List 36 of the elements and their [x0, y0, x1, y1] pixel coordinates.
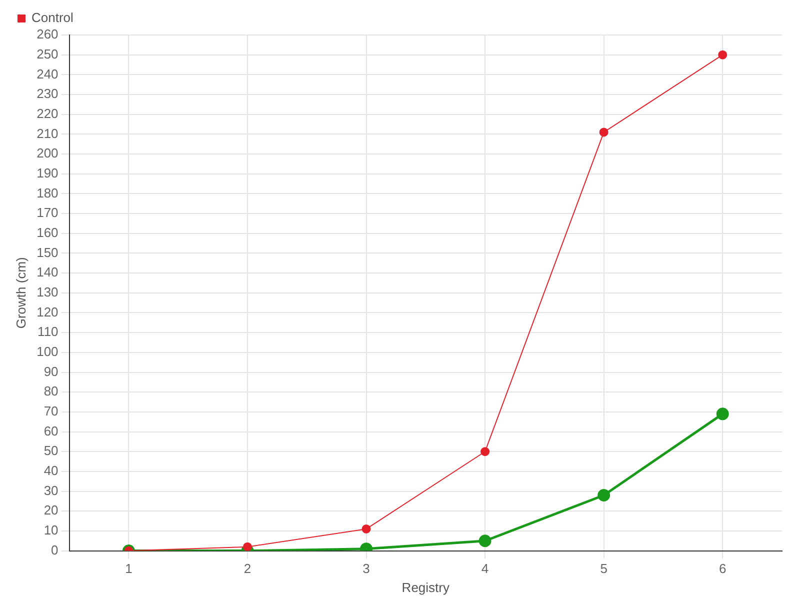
- y-tick-label: 220: [36, 106, 58, 121]
- y-tick-label: 160: [36, 224, 58, 240]
- y-tick-label: 60: [44, 423, 58, 438]
- y-tick-label: 10: [44, 522, 58, 538]
- y-tick-label: 130: [36, 284, 58, 300]
- y-tick-label: 20: [44, 502, 58, 518]
- y-tick-label: 240: [36, 66, 58, 82]
- y-tick-label: 200: [36, 146, 58, 161]
- y-tick-label: 260: [36, 26, 58, 42]
- y-tick-label: 120: [36, 304, 58, 320]
- y-tick-label: 40: [44, 463, 58, 478]
- y-tick-label: 150: [36, 244, 58, 260]
- y-tick-label: 210: [36, 126, 58, 141]
- x-tick-label: 6: [718, 561, 726, 576]
- y-tick-label: 110: [38, 324, 58, 340]
- x-axis-title: Registry: [402, 580, 450, 595]
- x-tick-label: 1: [125, 561, 132, 576]
- x-tick-label: 4: [481, 561, 489, 576]
- y-axis-title: Growth (cm): [13, 257, 28, 329]
- x-tick-label: 3: [362, 561, 370, 576]
- y-tick-label: 70: [44, 404, 58, 419]
- y-tick-label: 50: [44, 443, 58, 458]
- legend-label: Control: [32, 10, 74, 26]
- y-tick-label: 80: [44, 384, 58, 399]
- x-tick-label: 5: [600, 561, 608, 576]
- x-tick-label: 2: [244, 561, 252, 576]
- y-tick-label: 90: [44, 364, 58, 379]
- y-tick-label: 0: [51, 542, 58, 558]
- y-tick-label: 250: [36, 46, 58, 62]
- y-tick-label: 170: [36, 205, 58, 220]
- y-tick-label: 190: [36, 165, 58, 180]
- y-tick-label: 140: [36, 264, 58, 280]
- y-tick-label: 230: [36, 86, 58, 102]
- y-tick-label: 180: [36, 185, 58, 200]
- y-tick-label: 30: [44, 482, 58, 498]
- y-tick-label: 100: [36, 344, 58, 359]
